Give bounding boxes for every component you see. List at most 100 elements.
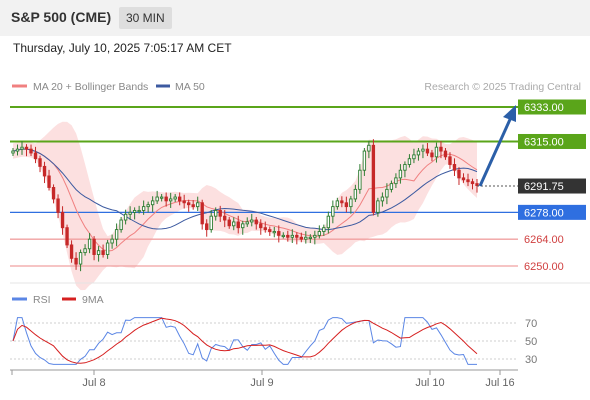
candle-body bbox=[241, 223, 245, 229]
candle-body bbox=[56, 198, 60, 213]
moving-average-layer bbox=[12, 148, 478, 252]
candle bbox=[263, 221, 267, 233]
candle bbox=[87, 233, 92, 254]
candle-body bbox=[11, 150, 15, 154]
candle bbox=[439, 141, 443, 159]
candle bbox=[416, 147, 421, 161]
candle bbox=[155, 190, 159, 204]
candle-body bbox=[448, 156, 452, 165]
candle bbox=[425, 143, 430, 157]
candle-body bbox=[110, 238, 114, 244]
candle-body bbox=[42, 165, 47, 177]
candle-body bbox=[60, 211, 65, 229]
candle-body bbox=[250, 219, 254, 223]
candle-body bbox=[470, 181, 475, 185]
ma20-legend-label: MA 20 + Bollinger Bands bbox=[33, 81, 148, 93]
rsi-tick-0: 70 bbox=[525, 318, 537, 330]
candle bbox=[83, 244, 87, 256]
time-label-3: Jul 16 bbox=[485, 377, 514, 389]
candle bbox=[69, 240, 74, 263]
candle bbox=[128, 206, 132, 221]
candle bbox=[398, 164, 403, 184]
candle bbox=[33, 146, 38, 164]
candle-body bbox=[439, 146, 443, 152]
time-label-2: Jul 10 bbox=[415, 377, 444, 389]
candle bbox=[335, 197, 340, 210]
candle bbox=[362, 147, 367, 176]
timeframe-button[interactable]: 30 MIN bbox=[119, 7, 172, 29]
level-label-4: 6250.00 bbox=[524, 261, 564, 273]
candle bbox=[443, 147, 448, 160]
rsi-layer: 70 50 30 bbox=[10, 317, 537, 366]
candle-body bbox=[92, 238, 96, 255]
candle-body bbox=[205, 223, 209, 231]
candle bbox=[182, 194, 186, 209]
candle bbox=[173, 193, 177, 203]
candle-body bbox=[33, 152, 38, 160]
candle-body bbox=[101, 250, 105, 255]
candle-body bbox=[317, 231, 322, 236]
candle bbox=[470, 178, 475, 190]
candle bbox=[218, 205, 222, 222]
rsi-ma-line bbox=[12, 317, 478, 364]
candle bbox=[241, 220, 245, 235]
candle bbox=[295, 232, 299, 245]
candle bbox=[105, 239, 110, 259]
candle bbox=[403, 161, 407, 178]
candle bbox=[20, 141, 24, 155]
candle bbox=[394, 173, 398, 189]
candle bbox=[304, 231, 308, 244]
candle-body bbox=[119, 219, 123, 231]
candle bbox=[313, 230, 317, 245]
candle-body bbox=[380, 196, 385, 202]
candle-body bbox=[344, 202, 349, 208]
ma20-line bbox=[12, 148, 478, 252]
candle bbox=[376, 197, 380, 217]
candle-body bbox=[376, 200, 380, 213]
candle bbox=[421, 144, 425, 159]
candle bbox=[178, 192, 182, 206]
candle bbox=[92, 236, 96, 261]
candle-body bbox=[304, 236, 308, 240]
candle bbox=[74, 252, 78, 270]
candle bbox=[281, 232, 285, 239]
candle bbox=[24, 144, 29, 157]
candle bbox=[353, 184, 358, 203]
candle-body bbox=[421, 148, 425, 152]
candle-body bbox=[299, 236, 303, 240]
candle bbox=[38, 155, 42, 173]
candle bbox=[56, 194, 60, 219]
candle-body bbox=[295, 234, 299, 238]
candle bbox=[11, 147, 15, 157]
projection-arrow-head bbox=[503, 105, 516, 122]
candle-body bbox=[362, 150, 367, 171]
candle bbox=[96, 246, 101, 262]
candle-body bbox=[245, 221, 249, 225]
bollinger-band bbox=[13, 121, 477, 291]
candle bbox=[209, 210, 213, 233]
candle-body bbox=[358, 169, 362, 190]
candle-body bbox=[200, 202, 204, 225]
candle bbox=[407, 154, 412, 168]
candle-body bbox=[452, 164, 457, 171]
candle-body bbox=[20, 146, 24, 150]
candle-body bbox=[326, 215, 331, 229]
candle bbox=[331, 200, 335, 224]
candle bbox=[132, 207, 137, 220]
candle bbox=[254, 216, 258, 230]
price-labels-layer: 6333.00 6315.00 6278.00 6264.00 6250.00 6291.… bbox=[518, 99, 586, 273]
projection-arrow-shaft bbox=[478, 114, 514, 187]
ma50-legend-label: MA 50 bbox=[175, 81, 205, 93]
candle-body bbox=[475, 183, 479, 186]
candle bbox=[51, 184, 56, 204]
level-label-box-1 bbox=[518, 133, 586, 149]
candle-body bbox=[96, 250, 101, 255]
candle bbox=[60, 206, 65, 235]
candle-body bbox=[65, 227, 69, 246]
candle bbox=[114, 223, 119, 247]
candle-body bbox=[209, 215, 213, 231]
rsi-ma-legend-label: 9MA bbox=[82, 294, 104, 306]
level-label-box-0 bbox=[518, 99, 586, 115]
candle bbox=[380, 192, 385, 207]
candle bbox=[412, 148, 416, 164]
